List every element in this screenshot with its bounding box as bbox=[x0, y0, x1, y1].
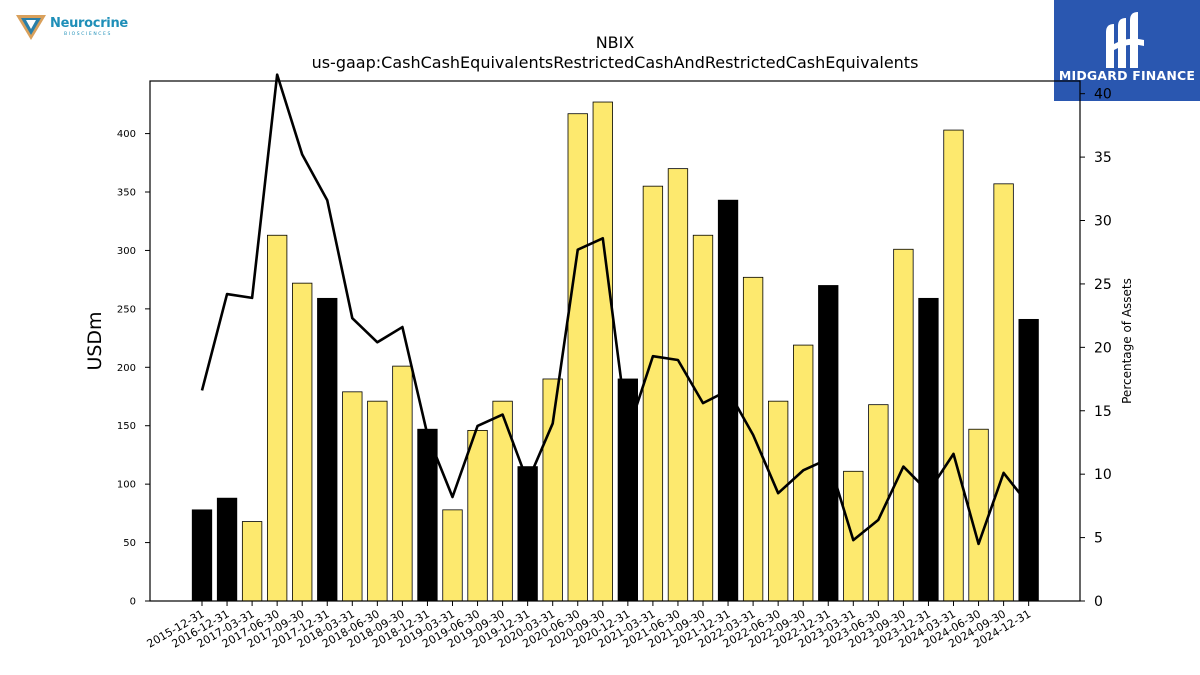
y2-axis-label: Percentage of Assets bbox=[1120, 278, 1134, 404]
x-axis: 2015-12-312016-12-312017-03-312017-06-30… bbox=[145, 601, 1033, 651]
y-tick-label: 250 bbox=[117, 304, 136, 315]
y2-tick-label: 10 bbox=[1094, 467, 1112, 483]
bar bbox=[943, 129, 964, 602]
bar bbox=[392, 365, 413, 602]
y2-tick-label: 25 bbox=[1094, 277, 1112, 293]
bar bbox=[993, 183, 1014, 602]
line-series bbox=[200, 73, 1030, 546]
y2-tick-label: 20 bbox=[1094, 340, 1112, 356]
bar bbox=[918, 297, 939, 602]
y2-tick-label: 30 bbox=[1094, 214, 1112, 230]
y-tick-label: 200 bbox=[117, 363, 136, 374]
bar bbox=[467, 429, 488, 602]
bar-series bbox=[191, 101, 1039, 602]
y-tick-label: 50 bbox=[123, 538, 136, 549]
bar bbox=[241, 521, 263, 602]
bar bbox=[667, 168, 689, 602]
y-axis-left: 0 50 100 150 200 250 300 350 400 bbox=[117, 129, 150, 608]
bar bbox=[292, 282, 313, 602]
neurocrine-logo: Neurocrine BIOSCIENCES bbox=[14, 14, 144, 44]
y2-tick-label: 0 bbox=[1094, 594, 1103, 610]
bar bbox=[342, 391, 363, 602]
y2-tick-label: 35 bbox=[1094, 150, 1112, 166]
y-tick-label: 0 bbox=[130, 597, 136, 608]
y-axis-label: USDm bbox=[84, 311, 106, 370]
neurocrine-emblem-icon bbox=[16, 15, 46, 40]
bar bbox=[216, 497, 238, 602]
midgard-finance-logo: MIDGARD FINANCE bbox=[1054, 0, 1200, 101]
y2-tick-label: 15 bbox=[1094, 404, 1112, 420]
y-tick-label: 300 bbox=[117, 246, 136, 257]
y-tick-label: 350 bbox=[117, 188, 136, 199]
y-tick-label: 400 bbox=[117, 129, 136, 140]
bar bbox=[642, 185, 664, 602]
y-axis-right: 0 5 10 15 20 25 30 35 40 bbox=[1080, 87, 1112, 610]
midgard-finance-logo-text: MIDGARD FINANCE bbox=[1058, 68, 1196, 83]
bar bbox=[266, 234, 288, 602]
neurocrine-logo-subtext: BIOSCIENCES bbox=[64, 32, 112, 37]
bar bbox=[567, 113, 588, 602]
bar bbox=[367, 400, 388, 602]
neurocrine-logo-text: Neurocrine bbox=[50, 16, 128, 31]
bar bbox=[191, 509, 213, 602]
bar bbox=[768, 400, 789, 602]
bar bbox=[793, 344, 814, 602]
bar bbox=[742, 276, 764, 602]
midgard-emblem-icon bbox=[1106, 12, 1144, 68]
y-tick-label: 100 bbox=[117, 480, 136, 491]
y-tick-label: 150 bbox=[117, 421, 136, 432]
bar bbox=[893, 248, 914, 602]
bar bbox=[317, 297, 338, 602]
bar bbox=[818, 285, 839, 602]
bar bbox=[517, 466, 538, 602]
bar bbox=[542, 378, 563, 602]
bar bbox=[592, 101, 613, 602]
chart-title: NBIX bbox=[596, 33, 635, 52]
y2-tick-label: 5 bbox=[1094, 531, 1103, 547]
bar bbox=[442, 509, 463, 602]
plot-frame bbox=[149, 80, 1081, 602]
bar bbox=[692, 234, 714, 602]
chart-subtitle: us-gaap:CashCashEquivalentsRestrictedCas… bbox=[312, 53, 919, 72]
bar bbox=[1018, 318, 1039, 602]
line-path bbox=[200, 73, 1030, 546]
y2-tick-label: 40 bbox=[1094, 87, 1112, 103]
